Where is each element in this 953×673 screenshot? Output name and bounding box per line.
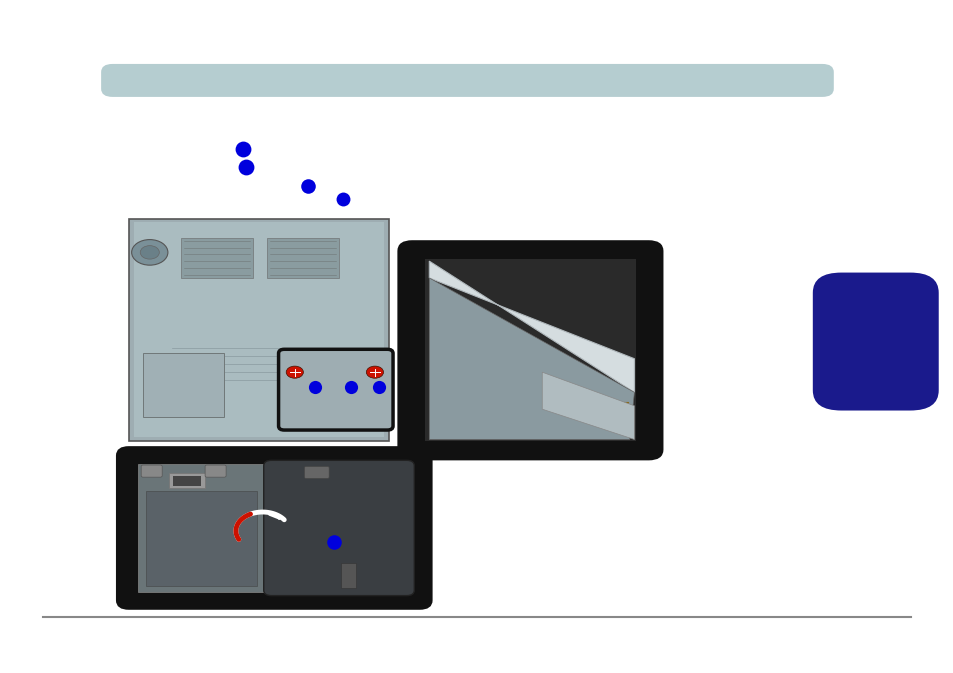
Circle shape <box>286 366 303 378</box>
FancyBboxPatch shape <box>143 353 224 417</box>
FancyBboxPatch shape <box>133 222 384 437</box>
FancyBboxPatch shape <box>129 219 389 441</box>
FancyBboxPatch shape <box>278 349 393 430</box>
Point <box>300 181 315 192</box>
FancyBboxPatch shape <box>267 238 338 278</box>
FancyBboxPatch shape <box>304 466 329 479</box>
Point <box>238 162 253 172</box>
Point <box>343 382 358 392</box>
FancyBboxPatch shape <box>101 64 833 97</box>
FancyBboxPatch shape <box>263 460 414 596</box>
Polygon shape <box>429 261 634 392</box>
Polygon shape <box>541 372 634 439</box>
FancyBboxPatch shape <box>146 491 256 586</box>
FancyBboxPatch shape <box>138 464 272 592</box>
FancyBboxPatch shape <box>398 242 661 459</box>
FancyBboxPatch shape <box>169 473 205 488</box>
FancyBboxPatch shape <box>341 563 355 588</box>
Polygon shape <box>429 278 634 439</box>
Point <box>235 144 251 155</box>
Circle shape <box>366 366 383 378</box>
Point <box>307 382 322 392</box>
Point <box>326 536 341 547</box>
Circle shape <box>132 240 168 265</box>
FancyBboxPatch shape <box>812 273 938 411</box>
FancyBboxPatch shape <box>181 238 253 278</box>
FancyBboxPatch shape <box>117 448 431 608</box>
FancyBboxPatch shape <box>172 476 201 486</box>
FancyBboxPatch shape <box>141 465 162 477</box>
Point <box>371 382 386 392</box>
Point <box>335 194 351 205</box>
FancyBboxPatch shape <box>205 465 226 477</box>
FancyBboxPatch shape <box>424 259 636 441</box>
Circle shape <box>140 246 159 259</box>
FancyBboxPatch shape <box>610 402 627 423</box>
